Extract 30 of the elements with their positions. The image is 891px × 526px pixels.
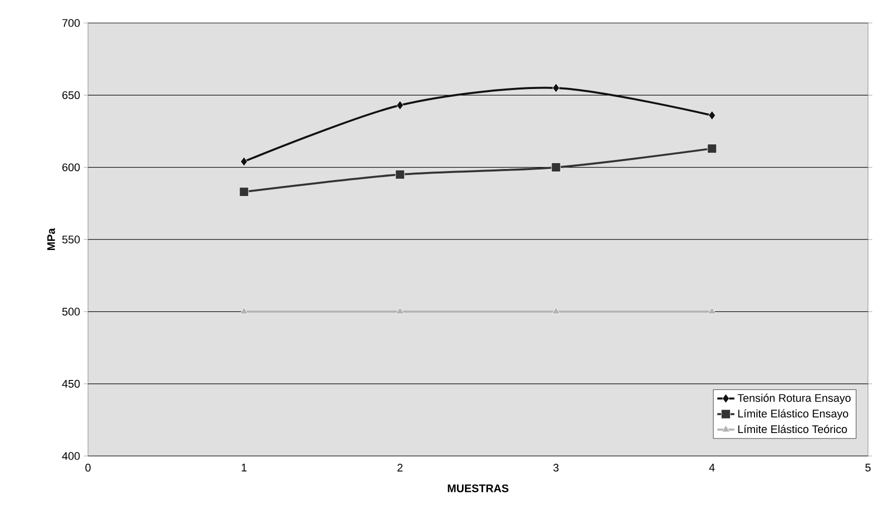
- y-tick-label: 400: [62, 452, 80, 460]
- y-tick-label: 650: [62, 91, 80, 100]
- y-tick-label: 700: [62, 19, 80, 27]
- point: [239, 187, 249, 197]
- point: [551, 162, 561, 172]
- legend-label: Límite Elástico Teórico: [738, 424, 847, 434]
- legend-label: Tensión Rotura Ensayo: [738, 394, 851, 404]
- point: [396, 306, 404, 314]
- point: [552, 83, 560, 93]
- x-tick-label: 1: [242, 464, 247, 472]
- x-tick-label: 5: [865, 464, 871, 472]
- y-tick-label: 550: [62, 236, 80, 244]
- x-axis-title: MUESTRAS: [448, 484, 508, 492]
- x-tick-label: 2: [397, 464, 403, 472]
- point: [396, 100, 404, 110]
- legend-label: Límite Elástico Ensayo: [738, 409, 848, 420]
- x-tick-label: 4: [709, 464, 715, 472]
- x-tick-label: 0: [85, 464, 91, 472]
- x-tick-label: 3: [553, 464, 559, 472]
- point: [240, 156, 248, 166]
- point: [395, 170, 405, 180]
- point: [707, 144, 717, 154]
- point: [708, 306, 716, 314]
- point: [240, 306, 248, 314]
- point: [552, 306, 560, 314]
- y-axis-title: MPa: [47, 228, 55, 250]
- y-tick-label: 600: [62, 163, 80, 172]
- point: [708, 110, 716, 120]
- y-tick-label: 450: [62, 380, 80, 388]
- y-tick-label: 500: [62, 308, 80, 316]
